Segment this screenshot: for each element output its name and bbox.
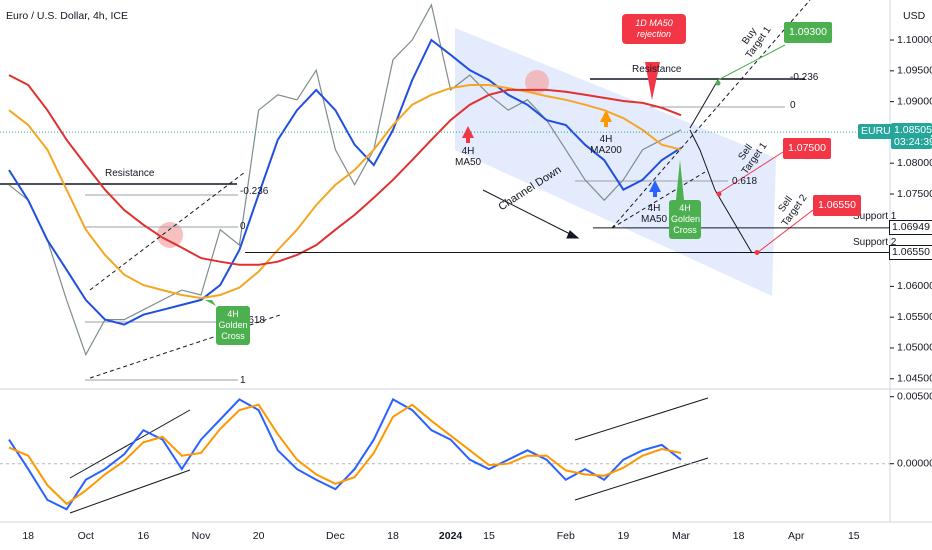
annotation: 1D MA50 rejection: [622, 14, 686, 44]
x-tick-label: 18: [733, 530, 745, 542]
x-tick-label: Nov: [192, 530, 211, 542]
series-line: [8, 403, 682, 506]
annotation: 0.618: [240, 315, 266, 326]
arrow-up: [600, 110, 612, 122]
support-name: Support 1: [853, 211, 897, 222]
x-tick-label: 19: [618, 530, 630, 542]
y-tick-label: 1.05500: [897, 311, 932, 323]
x-tick-label: Feb: [557, 530, 575, 542]
leader: [718, 151, 784, 194]
annotation: Resistance: [105, 168, 155, 179]
support-label: 1.06949: [889, 219, 932, 235]
annotation: 4H MA50: [455, 146, 482, 168]
y-tick-label: 1.07500: [897, 188, 932, 200]
annotation: -0.236: [790, 72, 819, 83]
callout-pointer: [676, 160, 684, 200]
highlight: [525, 70, 549, 94]
annotation: 4H Golden Cross: [216, 306, 250, 345]
target-dot: [715, 80, 721, 86]
x-tick-label: 18: [22, 530, 34, 542]
channel: [455, 28, 776, 296]
annotation: 4H MA200: [590, 134, 622, 156]
x-tick-label: 16: [138, 530, 150, 542]
arrow-up: [604, 121, 608, 127]
x-tick-label: 15: [483, 530, 495, 542]
callout-pointer: [645, 62, 660, 100]
x-tick-label: Apr: [788, 530, 805, 542]
series-line: [8, 3, 682, 357]
x-tick-label: 20: [253, 530, 265, 542]
target-label: 1.06550: [813, 195, 861, 216]
countdown: 03:24:39: [891, 136, 932, 150]
support-name: Support 2: [853, 237, 897, 248]
series-line: [8, 74, 682, 266]
axis-panel: [890, 0, 932, 550]
x-tick-label: Mar: [672, 530, 691, 542]
annotation: 0: [240, 221, 246, 232]
series-line: [8, 398, 682, 511]
annotation: 0.618: [732, 176, 758, 187]
target-label: 1.09300: [784, 22, 832, 43]
y-tick-label: 1.04500: [897, 373, 932, 385]
y-tick-label: 1.05000: [897, 342, 932, 354]
annotation: 0: [790, 100, 796, 111]
currency: USD: [903, 10, 926, 22]
annotation: -0.236: [240, 186, 269, 197]
x-tick-label: Dec: [326, 530, 345, 542]
support-label: 1.06550: [889, 244, 932, 260]
x-tick-label: 2024: [439, 530, 463, 542]
last-price-label: 1.08505: [891, 123, 932, 137]
series-line: [8, 84, 682, 300]
x-tick-label: 18: [387, 530, 399, 542]
x-tick-label: 15: [848, 530, 860, 542]
target-dot: [716, 191, 722, 197]
annotation: Resistance: [632, 64, 682, 75]
y-tick-label: 1.09000: [897, 95, 932, 107]
series-line: [8, 38, 682, 326]
highlight: [157, 222, 183, 248]
arrow-up: [466, 137, 470, 143]
trend-lines: [69, 0, 811, 514]
annotation: 4H Golden Cross: [669, 200, 701, 239]
leader: [756, 209, 814, 254]
y-tick-label: 1.10000: [897, 34, 932, 46]
y-tick-label: 1.09500: [897, 65, 932, 77]
y-tick-label: 0.00000: [897, 457, 932, 469]
chart-title: Euro / U.S. Dollar, 4h, ICE: [6, 10, 128, 22]
target-label: 1.07500: [783, 138, 831, 159]
callout-pointer: [205, 300, 216, 306]
leader: [717, 44, 786, 81]
y-tick-label: 1.08000: [897, 157, 932, 169]
arrow-up: [649, 180, 661, 192]
y-tick-label: 1.06000: [897, 280, 932, 292]
target-dot: [754, 250, 760, 256]
y-tick-label: 0.00500: [897, 390, 932, 402]
annotation: 1: [240, 375, 246, 386]
annotation: 4H MA50: [641, 203, 668, 225]
projection-arrows: [482, 79, 753, 254]
arrow-up: [653, 191, 657, 197]
x-tick-label: Oct: [78, 530, 94, 542]
